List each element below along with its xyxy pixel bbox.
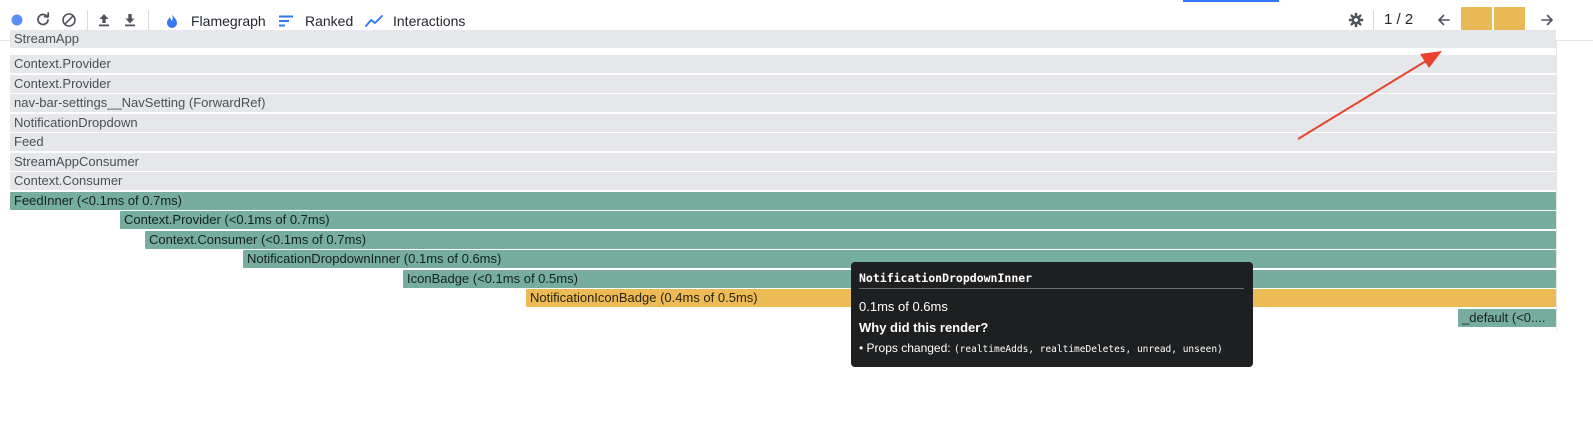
flame-bar[interactable]: _default (<0.... [1458,309,1556,327]
tooltip-title: NotificationDropdownInner [859,271,1033,285]
top-accent-line [1183,0,1279,2]
flame-bar[interactable]: Context.Provider (<0.1ms of 0.7ms) [120,211,1556,229]
flame-bar[interactable]: Context.Provider [10,55,1556,73]
tab-interactions[interactable]: Interactions [364,0,465,41]
upload-icon[interactable] [94,10,114,30]
interactions-icon [364,11,384,31]
tooltip-divider [859,288,1244,289]
flame-bar[interactable]: StreamAppConsumer [10,153,1556,171]
props-changed-label: • Props changed: [859,341,951,355]
commit-page-counter: 1 / 2 [1384,11,1414,28]
tooltip-props-changed: • Props changed: (realtimeAdds, realtime… [859,341,1223,355]
props-changed-list: (realtimeAdds, realtimeDeletes, unread, … [953,344,1223,355]
flame-bar[interactable]: FeedInner (<0.1ms of 0.7ms) [10,192,1556,210]
render-tooltip: NotificationDropdownInner 0.1ms of 0.6ms… [851,262,1253,367]
flame-bar[interactable]: Context.Consumer (<0.1ms of 0.7ms) [145,231,1556,249]
tab-label: Flamegraph [191,12,266,29]
flame-bar[interactable]: nav-bar-settings__NavSetting (ForwardRef… [10,94,1556,112]
flame-bar[interactable]: Context.Consumer [10,172,1556,190]
flame-bar[interactable]: Context.Provider [10,75,1556,93]
record-icon[interactable] [7,10,27,30]
flame-icon [162,11,182,31]
next-arrow-icon[interactable] [1537,10,1557,30]
flame-bar[interactable]: StreamApp [10,30,1556,48]
settings-gear-icon[interactable] [1346,10,1366,30]
previous-arrow-icon[interactable] [1434,10,1454,30]
tooltip-duration: 0.1ms of 0.6ms [859,299,948,314]
toolbar-divider [148,10,149,30]
flamegraph-right-edge [1556,41,1557,331]
reload-icon[interactable] [33,10,53,30]
tab-label: Interactions [393,12,466,29]
clear-icon[interactable] [59,10,79,30]
flame-bar[interactable]: NotificationDropdown [10,114,1556,132]
toolbar-divider [87,10,88,30]
toolbar-divider [1373,10,1374,30]
tab-ranked[interactable]: Ranked [276,0,353,41]
tab-label: Ranked [305,12,354,29]
ranked-icon [276,11,296,31]
tooltip-why-heading: Why did this render? [859,320,989,335]
flamegraph-chart: StreamApp Context.Provider Context.Provi… [0,30,1593,443]
flame-bar[interactable]: Feed [10,133,1556,151]
download-icon[interactable] [120,10,140,30]
